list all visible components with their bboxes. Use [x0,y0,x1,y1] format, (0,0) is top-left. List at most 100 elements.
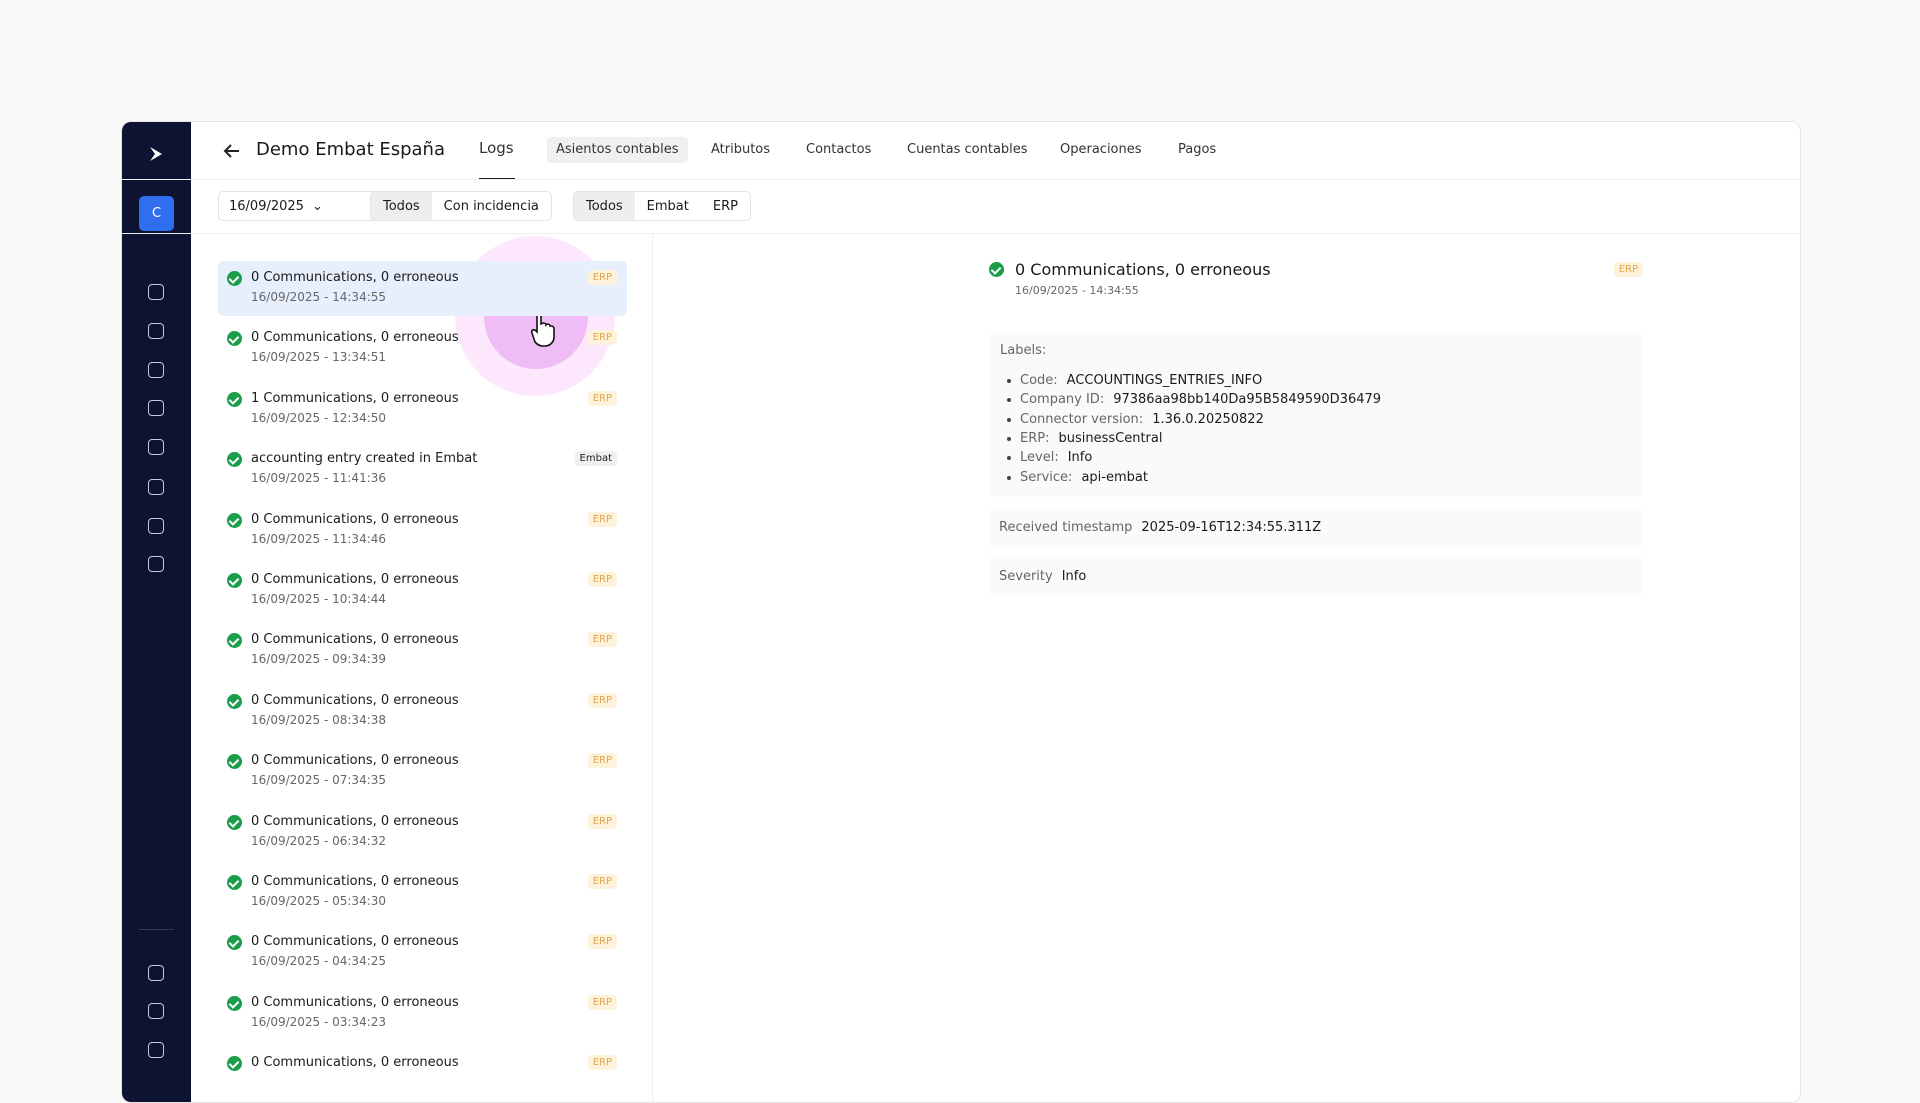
filter-option[interactable]: Con incidencia [432,192,551,220]
filter-option[interactable]: ERP [701,192,750,220]
labels-heading: Labels: [1000,343,1046,358]
log-title: 0 Communications, 0 erroneous [251,330,459,345]
nav-icon[interactable] [148,518,164,534]
log-row[interactable]: 0 Communications, 0 erroneous16/09/2025 … [218,321,627,376]
badge: Embat [575,451,617,466]
avatar[interactable]: C [139,196,174,231]
page: {"sidebar":{"avatar":"C"}, "header":{"ti… [0,0,1920,1080]
log-row[interactable]: 0 Communications, 0 erroneous16/09/2025 … [218,805,627,860]
label-value: api-embat [1081,470,1148,485]
log-title: 0 Communications, 0 erroneous [251,995,459,1010]
nav-icon[interactable] [148,965,164,981]
status-icon [227,392,242,407]
log-date: 16/09/2025 - 04:34:25 [251,954,386,968]
badge: ERP [588,1055,617,1070]
divider [122,233,1800,234]
nav-icon[interactable] [148,362,164,378]
divider [122,179,1800,180]
severity-value: Info [1062,569,1087,584]
log-date: 16/09/2025 - 14:34:55 [251,290,386,304]
log-row[interactable]: 0 Communications, 0 erroneous16/09/2025 … [218,744,627,799]
log-title: 0 Communications, 0 erroneous [251,632,459,647]
tab[interactable]: Contactos [806,142,871,158]
status-icon [989,262,1004,277]
status-icon [227,1056,242,1071]
log-title: 1 Communications, 0 erroneous [251,391,459,406]
badge: ERP [588,632,617,647]
badge: ERP [588,753,617,768]
tab[interactable]: Asientos contables [547,137,688,163]
log-row[interactable]: accounting entry created in Embat16/09/2… [218,442,627,497]
label-key: Company ID: [1020,392,1104,407]
log-title: 0 Communications, 0 erroneous [251,270,459,285]
tab[interactable]: Atributos [711,142,770,158]
log-row[interactable]: 0 Communications, 0 erroneous16/09/2025 … [218,986,627,1041]
label-key: Code: [1020,373,1058,388]
status-icon [227,875,242,890]
status-icon [227,573,242,588]
badge: ERP [588,330,617,345]
log-row[interactable]: 0 Communications, 0 erroneousERP [218,1046,627,1101]
page-title: Demo Embat España [256,139,445,160]
filter-option[interactable]: Todos [574,192,635,220]
log-row[interactable]: 0 Communications, 0 erroneous 16/09/2025 … [218,261,627,316]
tab[interactable]: Logs [479,140,514,156]
status-icon [227,271,242,286]
nav-icon[interactable] [148,323,164,339]
status-icon [227,331,242,346]
status-icon [227,633,242,648]
log-date: 16/09/2025 - 12:34:50 [251,411,386,425]
logo [146,144,166,164]
nav-icon[interactable] [148,284,164,300]
log-row[interactable]: 0 Communications, 0 erroneous 16/09/2025 … [218,684,627,739]
severity-box: SeverityInfo [989,557,1643,596]
nav-icon[interactable] [148,439,164,455]
nav-icon[interactable] [148,1042,164,1058]
log-title: accounting entry created in Embat [251,451,477,466]
date-picker[interactable]: 16/09/2025⌄ [218,191,391,221]
nav-icon[interactable] [148,1003,164,1019]
divider [652,234,653,1103]
back-arrow[interactable] [222,142,242,160]
log-date: 16/09/2025 - 05:34:30 [251,894,386,908]
badge: ERP [588,995,617,1010]
bullet [1007,476,1011,480]
log-title: 0 Communications, 0 erroneous [251,572,459,587]
received-value: 2025-09-16T12:34:55.311Z [1141,520,1321,535]
log-date: 16/09/2025 - 09:34:39 [251,652,386,666]
tab[interactable]: Operaciones [1060,142,1142,158]
bullet [1007,418,1011,422]
nav-icon[interactable] [148,479,164,495]
log-row[interactable]: 0 Communications, 0 erroneous16/09/2025 … [218,865,627,920]
badge: ERP [588,934,617,949]
log-row[interactable]: 0 Communications, 0 erroneous 16/09/2025 … [218,563,627,618]
status-icon [227,996,242,1011]
status-icon [227,815,242,830]
log-title: 0 Communications, 0 erroneous [251,693,459,708]
log-row[interactable]: 0 Communications, 0 erroneous 16/09/2025 … [218,623,627,678]
label-key: ERP: [1020,431,1049,446]
label-item: Connector version:1.36.0.20250822 [1020,412,1264,427]
label-item: Company ID:97386aa98bb140Da95B5849590D36… [1020,392,1381,407]
tab[interactable]: Pagos [1178,142,1216,158]
log-row[interactable]: 0 Communications, 0 erroneous16/09/2025 … [218,925,627,980]
filter-option[interactable]: Embat [635,192,701,220]
log-row[interactable]: 0 Communications, 0 erroneous16/09/2025 … [218,503,627,558]
received-key: Received timestamp [999,520,1132,535]
bullet [1007,437,1011,441]
tab[interactable]: Cuentas contables [907,142,1028,158]
nav-icon[interactable] [148,556,164,572]
badge: ERP [588,874,617,889]
log-title: 0 Communications, 0 erroneous [251,512,459,527]
nav-icon[interactable] [148,400,164,416]
log-date: 16/09/2025 - 08:34:38 [251,713,386,727]
label-item: Service:api-embat [1020,470,1148,485]
status-icon [227,754,242,769]
log-date: 16/09/2025 - 10:34:44 [251,592,386,606]
detail-panel: 0 Communications, 0 erroneous16/09/2025 … [989,260,1643,660]
log-row[interactable]: 1 Communications, 0 erroneous 16/09/2025 … [218,382,627,437]
filter-option[interactable]: Todos [371,192,432,220]
status-icon [227,694,242,709]
badge: ERP [588,693,617,708]
date-value: 16/09/2025 [229,192,304,220]
